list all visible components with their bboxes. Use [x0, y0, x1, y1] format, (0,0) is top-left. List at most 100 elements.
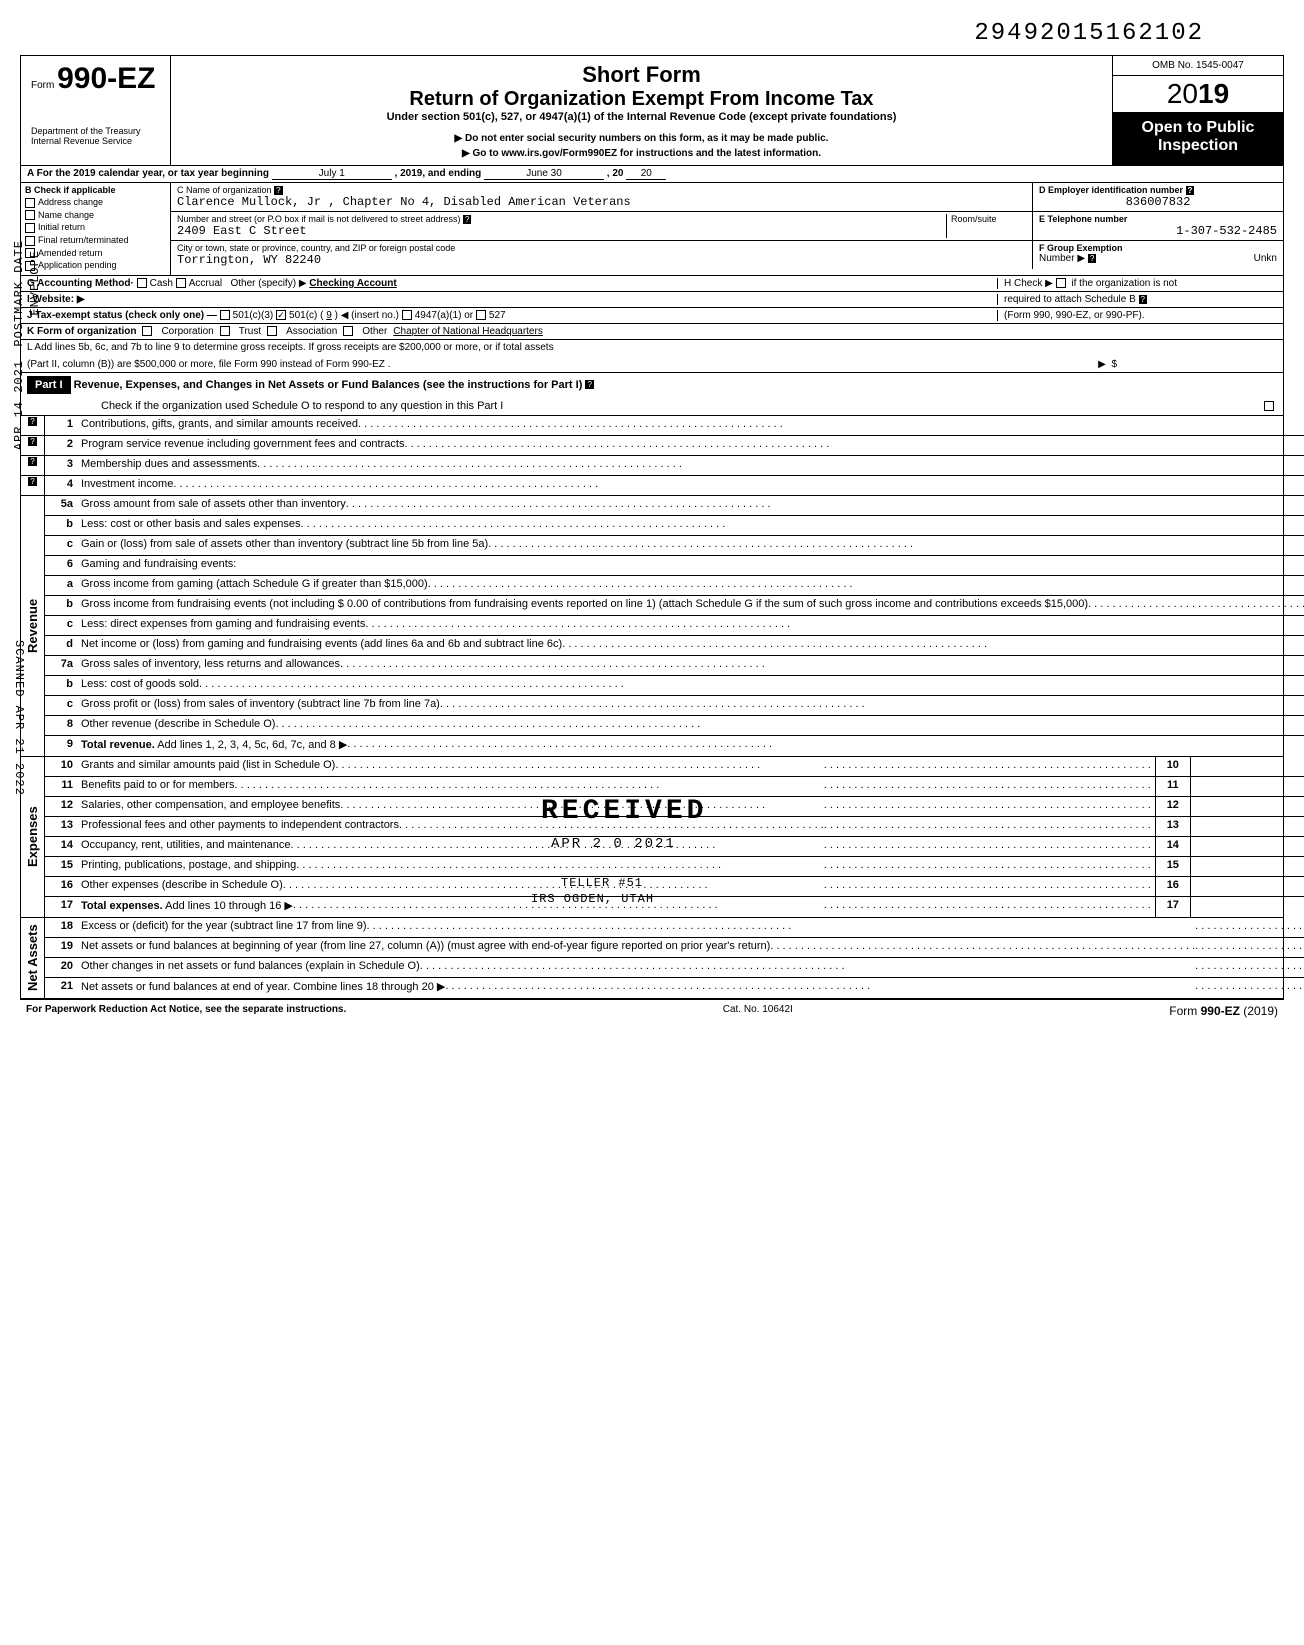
footer-cat: Cat. No. 10642I — [723, 1004, 793, 1018]
footer-left: For Paperwork Reduction Act Notice, see … — [26, 1004, 346, 1018]
fin-row-12: 12Salaries, other compensation, and empl… — [45, 797, 1304, 817]
right-line-val[interactable]: 0 — [1191, 757, 1304, 776]
form-page: SCANNED APR 21 2022 POSTMARK DATE ENVELO… — [20, 20, 1284, 1022]
line-desc: Benefits paid to or for members . . . . … — [77, 777, 1155, 796]
org-name[interactable]: Clarence Mullock, Jr , Chapter No 4, Dis… — [177, 195, 1026, 209]
row-k-form-of-org: K Form of organization Corporation Trust… — [20, 323, 1284, 339]
street-address[interactable]: 2409 East C Street — [177, 224, 946, 238]
check-501c[interactable] — [276, 310, 286, 320]
check-other-org[interactable] — [343, 326, 353, 336]
dept-irs: Internal Revenue Service — [31, 136, 160, 146]
phone-cell: E Telephone number 1-307-532-2485 — [1033, 212, 1283, 240]
help-icon[interactable]: ? — [28, 437, 36, 446]
check-accrual[interactable] — [176, 278, 186, 288]
row-i-website: I Website: ▶ required to attach Schedule… — [20, 291, 1284, 307]
begin-date[interactable]: July 1 — [272, 168, 392, 180]
check-corporation[interactable] — [142, 326, 152, 336]
note-ssn: ▶ Do not enter social security numbers o… — [181, 133, 1102, 144]
line-desc: Gross amount from sale of assets other t… — [77, 496, 1304, 515]
line-desc: Total revenue. Add lines 1, 2, 3, 4, 5c,… — [77, 736, 1304, 756]
right-line-val[interactable]: 0 — [1191, 797, 1304, 816]
line-desc: Contributions, gifts, grants, and simila… — [77, 416, 1304, 435]
check-address-change[interactable]: Address change — [25, 197, 166, 208]
check-final-return[interactable]: Final return/terminated — [25, 235, 166, 246]
line-number: 16 — [45, 877, 77, 896]
help-icon[interactable]: ? — [1139, 295, 1147, 304]
right-line-num: 16 — [1155, 877, 1191, 896]
fin-row-c: cLess: direct expenses from gaming and f… — [45, 616, 1304, 636]
row-g-accounting: G Accounting Method· Cash Accrual Other … — [20, 275, 1284, 291]
help-icon[interactable]: ? — [28, 477, 36, 486]
help-icon[interactable]: ? — [274, 186, 282, 195]
section-bcd: B Check if applicable Address change Nam… — [20, 182, 1284, 275]
subtitle: Under section 501(c), 527, or 4947(a)(1)… — [181, 111, 1102, 123]
phone-value[interactable]: 1-307-532-2485 — [1039, 224, 1277, 238]
check-schedule-o[interactable] — [1264, 401, 1274, 411]
fin-row-20: 20Other changes in net assets or fund ba… — [45, 958, 1304, 978]
line-number: d — [45, 636, 77, 655]
check-application-pending[interactable]: Application pending — [25, 260, 166, 271]
check-association[interactable] — [267, 326, 277, 336]
right-line-num: 14 — [1155, 837, 1191, 856]
line-number: 10 — [45, 757, 77, 776]
col-cd: C Name of organization ? Clarence Mulloc… — [171, 183, 1283, 275]
end-year[interactable]: 20 — [626, 168, 666, 180]
line-number: 4 — [45, 476, 77, 495]
help-icon[interactable]: ? — [585, 380, 593, 389]
right-line-num: 12 — [1155, 797, 1191, 816]
expenses-table: Expenses 10Grants and similar amounts pa… — [20, 756, 1284, 917]
fin-row-6: 6Gaming and fundraising events: — [45, 556, 1304, 576]
right-line-val[interactable]: 0 — [1191, 857, 1304, 876]
line-desc: Program service revenue including govern… — [77, 436, 1304, 455]
right-line-val[interactable]: 0 — [1191, 817, 1304, 836]
help-icon[interactable]: ? — [1186, 186, 1195, 195]
line-number: b — [45, 516, 77, 535]
line-number: 13 — [45, 817, 77, 836]
help-icon[interactable]: ? — [463, 215, 471, 224]
ein-value[interactable]: 836007832 — [1039, 195, 1277, 209]
row-j-tax-exempt: J Tax-exempt status (check only one) — 5… — [20, 307, 1284, 323]
end-month[interactable]: June 30 — [484, 168, 604, 180]
line-number: 20 — [45, 958, 77, 977]
help-icon[interactable]: ? — [28, 457, 36, 466]
row-a-tax-year: A For the 2019 calendar year, or tax yea… — [20, 165, 1284, 182]
check-cash[interactable] — [137, 278, 147, 288]
check-4947[interactable] — [402, 310, 412, 320]
accounting-other-value[interactable]: Checking Account — [309, 278, 396, 289]
right-line-val[interactable]: 0 — [1191, 777, 1304, 796]
fin-row-c: cGain or (loss) from sale of assets othe… — [45, 536, 1304, 556]
line-number: 18 — [45, 918, 77, 937]
right-line-val[interactable]: 0 — [1191, 877, 1304, 896]
line-number: c — [45, 536, 77, 555]
check-501c3[interactable] — [220, 310, 230, 320]
fin-row-5a: 5aGross amount from sale of assets other… — [45, 496, 1304, 516]
fin-row-14: 14Occupancy, rent, utilities, and mainte… — [45, 837, 1304, 857]
check-initial-return[interactable]: Initial return — [25, 222, 166, 233]
check-name-change[interactable]: Name change — [25, 210, 166, 221]
form-number: 990-EZ — [57, 62, 155, 95]
right-line-val[interactable]: 0 — [1191, 897, 1304, 917]
netassets-rows: 18Excess or (deficit) for the year (subt… — [45, 918, 1304, 998]
line-number: 21 — [45, 978, 77, 998]
501c-number[interactable]: 9 — [326, 310, 332, 321]
line-desc: Excess or (deficit) for the year (subtra… — [77, 918, 1304, 937]
fin-row-2: 2Program service revenue including gover… — [45, 436, 1304, 456]
group-value[interactable]: Unkn — [1254, 253, 1277, 264]
help-icon[interactable]: ? — [1088, 254, 1096, 263]
footer-right: Form 990-EZ (2019) — [1169, 1004, 1278, 1018]
check-schedule-b[interactable] — [1056, 278, 1066, 288]
help-icon[interactable]: ? — [28, 417, 36, 426]
city-cell: City or town, state or province, country… — [171, 241, 1033, 269]
fin-row-16: 16Other expenses (describe in Schedule O… — [45, 877, 1304, 897]
fin-row-17: 17Total expenses. Add lines 10 through 1… — [45, 897, 1304, 917]
city-value[interactable]: Torrington, WY 82240 — [177, 253, 1026, 267]
check-527[interactable] — [476, 310, 486, 320]
line-desc: Occupancy, rent, utilities, and maintena… — [77, 837, 1155, 856]
check-trust[interactable] — [220, 326, 230, 336]
top-barcode-number: 29492015162102 — [20, 20, 1284, 47]
check-amended-return[interactable]: Amended return — [25, 248, 166, 259]
form-header: Form 990-EZ Department of the Treasury I… — [20, 55, 1284, 165]
org-other-value[interactable]: Chapter of National Headquarters — [393, 326, 543, 337]
right-line-val[interactable]: 0 — [1191, 837, 1304, 856]
title-box: Short Form Return of Organization Exempt… — [171, 56, 1113, 165]
